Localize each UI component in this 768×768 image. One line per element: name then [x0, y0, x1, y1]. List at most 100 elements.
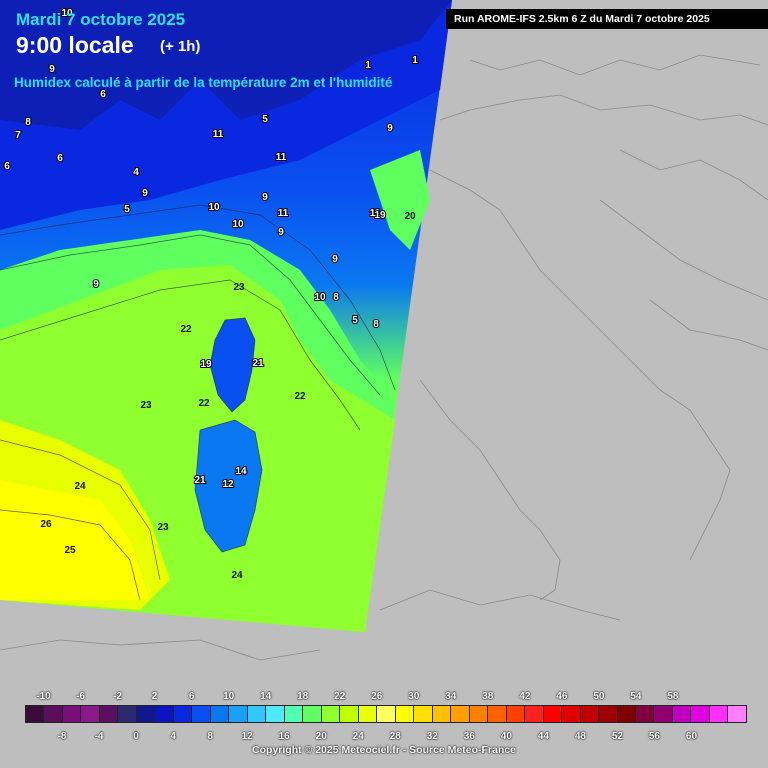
humidex-value-label: 23	[140, 400, 152, 411]
legend-tick-label: -8	[57, 731, 67, 742]
legend-tick-label: 4	[170, 731, 176, 742]
legend-swatch	[99, 706, 119, 722]
humidex-value-label: 14	[235, 466, 247, 477]
legend-tick-label: 10	[223, 691, 235, 702]
humidex-value-label: 11	[276, 152, 287, 163]
legend-swatch	[26, 706, 45, 722]
legend-tick-label: 48	[574, 731, 586, 742]
humidex-value-label: 9	[93, 279, 99, 290]
legend-tick-label: 12	[241, 731, 253, 742]
legend-tick-label: 20	[315, 731, 327, 742]
humidex-value-label: 6	[57, 153, 63, 164]
legend-swatch	[562, 706, 581, 722]
humidex-value-label: 5	[262, 114, 268, 125]
humidex-value-label: 19	[374, 210, 386, 221]
legend-swatch	[155, 706, 174, 722]
humidex-value-label: 5	[124, 204, 130, 215]
legend-tick-label: -10	[36, 691, 51, 702]
model-domain	[0, 0, 452, 632]
legend-swatch	[266, 706, 285, 722]
legend-tick-label: 36	[463, 731, 475, 742]
humidex-value-label: 9	[278, 227, 284, 238]
legend-swatch	[617, 706, 636, 722]
humidex-value-label: 11	[370, 208, 381, 219]
humidex-value-label: 1	[412, 55, 418, 66]
humidex-value-label: 6	[100, 89, 106, 100]
legend-swatch	[340, 706, 359, 722]
legend-tick-label: -2	[113, 691, 123, 702]
legend-swatch	[506, 706, 526, 722]
legend-tick-label: 2	[151, 691, 158, 702]
legend-tick-label: 38	[482, 691, 494, 702]
humidex-value-label: 1	[365, 60, 371, 71]
legend-swatch	[709, 706, 729, 722]
legend-swatch	[321, 706, 341, 722]
legend-swatch	[118, 706, 137, 722]
legend-swatch	[44, 706, 63, 722]
legend-tick-label: 6	[188, 691, 195, 702]
legend-swatch	[210, 706, 230, 722]
legend-tick-label: 34	[445, 691, 457, 702]
humidex-value-label: 10	[61, 8, 73, 19]
color-legend	[25, 705, 747, 723]
humidex-value-label: 24	[74, 481, 86, 492]
humidex-value-label: 11	[278, 208, 289, 219]
legend-swatch	[414, 706, 433, 722]
legend-tick-label: 14	[260, 691, 272, 702]
legend-swatch	[284, 706, 304, 722]
legend-swatch	[247, 706, 267, 722]
legend-swatch	[543, 706, 563, 722]
humidex-value-label: 9	[49, 64, 55, 75]
legend-swatch	[303, 706, 322, 722]
humidex-value-label: 8	[25, 117, 31, 128]
legend-swatch	[580, 706, 600, 722]
humidex-value-label: 7	[15, 130, 21, 141]
humidex-value-label: 10	[232, 219, 244, 230]
legend-swatch	[62, 706, 82, 722]
legend-tick-label: 52	[611, 731, 623, 742]
legend-tick-label: 26	[371, 691, 383, 702]
legend-swatch	[451, 706, 470, 722]
legend-swatch	[488, 706, 507, 722]
legend-tick-label: 18	[297, 691, 309, 702]
legend-swatch	[728, 706, 746, 722]
forecast-date: Mardi 7 octobre 2025	[16, 10, 186, 29]
legend-swatch	[599, 706, 618, 722]
humidex-value-label: 6	[4, 161, 10, 172]
model-run-label: Run AROME-IFS 2.5km 6 Z du Mardi 7 octob…	[446, 9, 768, 29]
legend-tick-label: 28	[389, 731, 401, 742]
legend-swatch	[395, 706, 415, 722]
humidex-value-label: 10	[314, 292, 326, 303]
legend-tick-label: 24	[352, 731, 364, 742]
legend-tick-label: 58	[667, 691, 679, 702]
humidex-value-label: 21	[252, 358, 264, 369]
legend-swatch	[192, 706, 211, 722]
legend-swatch	[136, 706, 156, 722]
legend-tick-label: 44	[537, 731, 549, 742]
humidex-value-label: 21	[194, 475, 206, 486]
legend-tick-label: 0	[133, 731, 139, 742]
legend-tick-label: 50	[593, 691, 605, 702]
legend-swatch	[635, 706, 655, 722]
legend-swatch	[672, 706, 692, 722]
legend-tick-label: 54	[630, 691, 642, 702]
legend-tick-label: 8	[207, 731, 213, 742]
legend-swatch	[432, 706, 452, 722]
legend-swatch	[229, 706, 248, 722]
land-borders	[0, 54, 768, 661]
legend-tick-label: 16	[278, 731, 290, 742]
legend-swatch	[469, 706, 489, 722]
map-subtitle: Humidex calculé à partir de la températu…	[14, 75, 393, 90]
legend-tick-label: 40	[500, 731, 512, 742]
humidex-value-label: 9	[262, 192, 268, 203]
legend-swatch	[81, 706, 100, 722]
humidex-value-label: 9	[142, 188, 148, 199]
lead-time: (+ 1h)	[160, 38, 201, 55]
humidex-value-label: 8	[373, 319, 379, 330]
legend-tick-label: 42	[519, 691, 531, 702]
legend-tick-label: 32	[426, 731, 438, 742]
humidex-value-label: 8	[333, 292, 339, 303]
humidex-value-label: 22	[180, 324, 192, 335]
contour-lines	[0, 204, 396, 601]
